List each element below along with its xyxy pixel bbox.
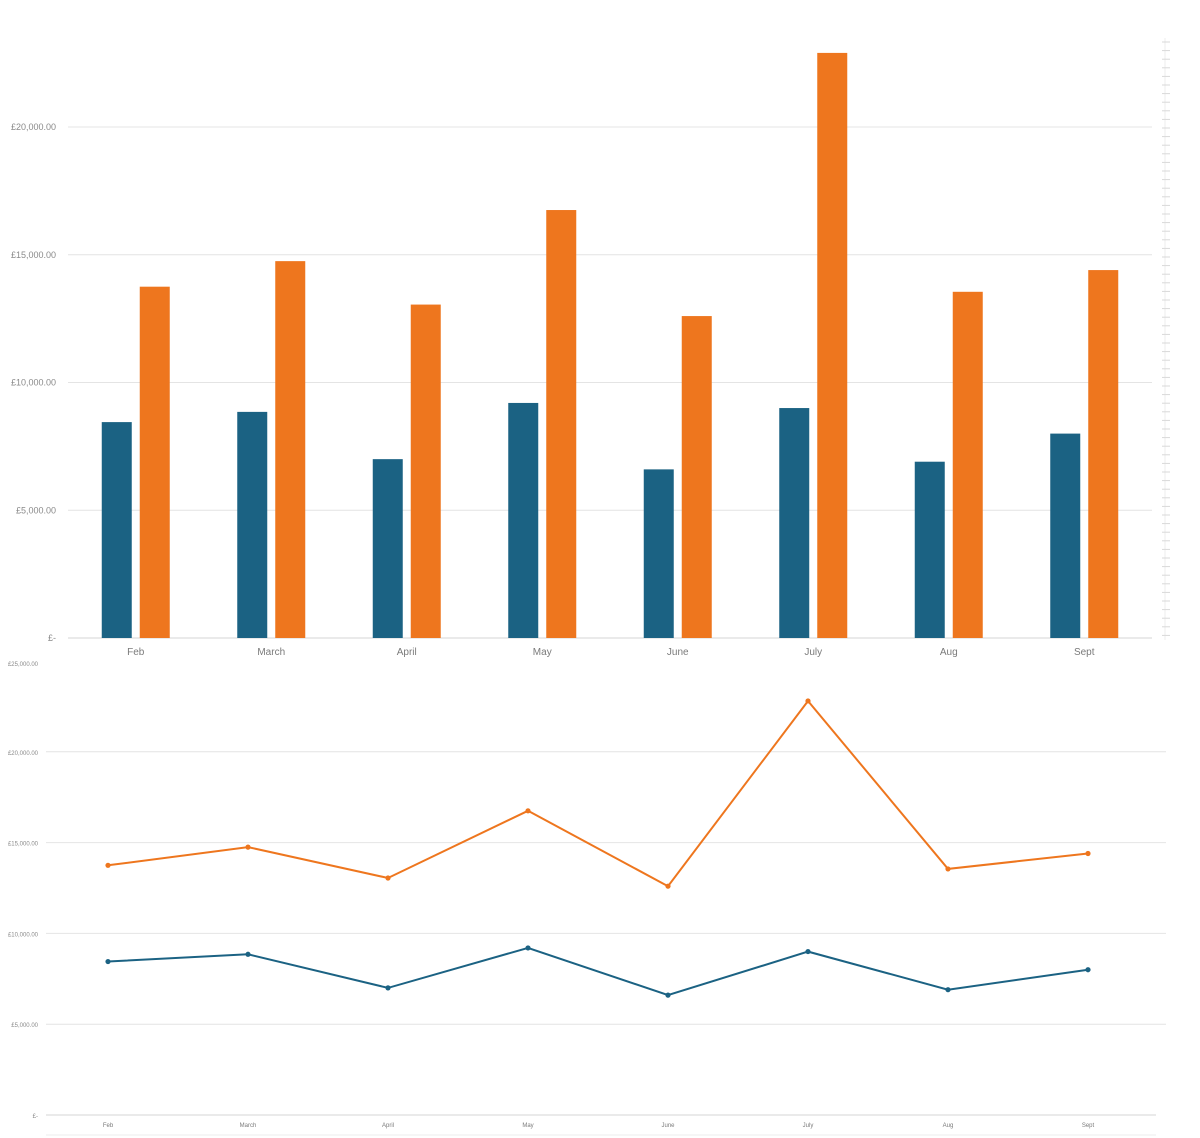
x-tick-label: March: [240, 1123, 257, 1129]
x-tick-label: June: [667, 647, 689, 658]
bar-orange-aug: [952, 291, 983, 638]
bar-orange-may: [546, 210, 577, 638]
y-tick-label: £15,000.00: [8, 842, 39, 848]
x-tick-label: May: [533, 647, 552, 658]
y-tick-label: £10,000.00: [11, 378, 56, 388]
bar-orange-feb: [139, 286, 170, 638]
bar-orange-july: [817, 52, 848, 638]
point-blue-july: [805, 948, 811, 955]
x-tick-label: March: [257, 647, 285, 658]
bar-blue-june: [643, 469, 674, 638]
point-blue-june: [665, 992, 671, 998]
point-blue-may: [525, 945, 531, 951]
bar-orange-march: [275, 261, 306, 638]
point-blue-aug: [945, 987, 951, 993]
bar-orange-april: [410, 304, 441, 638]
bar-blue-aug: [914, 461, 945, 638]
bar-blue-feb: [101, 422, 132, 638]
point-blue-april: [385, 985, 391, 991]
x-tick-label: May: [522, 1123, 533, 1129]
point-blue-feb: [105, 958, 111, 965]
y-tick-label: £10,000.00: [8, 932, 39, 938]
bar-orange-june: [681, 316, 712, 638]
point-orange-june: [665, 883, 671, 889]
bar-blue-july: [779, 408, 810, 638]
y-tick-label: £5,000.00: [11, 1023, 38, 1029]
y-tick-label: £25,000.00: [8, 662, 39, 668]
x-tick-label: Sept: [1074, 647, 1095, 658]
point-orange-march: [245, 844, 251, 850]
x-tick-label: June: [661, 1123, 675, 1129]
point-orange-may: [525, 808, 531, 814]
point-orange-aug: [945, 866, 951, 872]
point-blue-sept: [1085, 967, 1091, 973]
point-orange-feb: [105, 862, 111, 868]
x-tick-label: Aug: [940, 647, 958, 658]
line-chart: £- £5,000.00 £10,000.00 £15,000.00 £20,000.0…: [8, 662, 1166, 1136]
x-tick-label: April: [397, 647, 417, 658]
point-orange-sept: [1085, 850, 1091, 857]
y-tick-label: £15,000.00: [11, 250, 56, 260]
x-tick-label: Aug: [943, 1123, 954, 1129]
x-tick-label: April: [382, 1123, 394, 1129]
bar-orange-sept: [1088, 270, 1119, 638]
x-tick-label: Sept: [1082, 1123, 1095, 1129]
bar-blue-may: [508, 402, 539, 638]
bar-blue-march: [237, 411, 268, 638]
y-tick-label: £20,000.00: [11, 122, 56, 132]
x-tick-label: Feb: [127, 647, 145, 658]
y-tick-label: £20,000.00: [8, 751, 39, 757]
x-tick-label: Feb: [103, 1123, 114, 1129]
bar-blue-april: [372, 459, 403, 638]
x-tick-label: July: [804, 647, 822, 658]
y-tick-label: £5,000.00: [16, 505, 56, 515]
bar-chart: £- £5,000.00 £10,000.00 £15,000.00 £20,000.0…: [11, 38, 1170, 658]
point-orange-july: [805, 698, 811, 704]
x-tick-label: July: [803, 1123, 814, 1129]
y-tick-label: £-: [33, 1114, 38, 1120]
point-orange-april: [385, 875, 391, 881]
series-line-blue: [107, 946, 1089, 997]
series-line-orange: [107, 699, 1089, 888]
y-tick-label: £-: [48, 633, 56, 643]
bar-blue-sept: [1050, 433, 1081, 638]
point-blue-march: [245, 951, 251, 957]
